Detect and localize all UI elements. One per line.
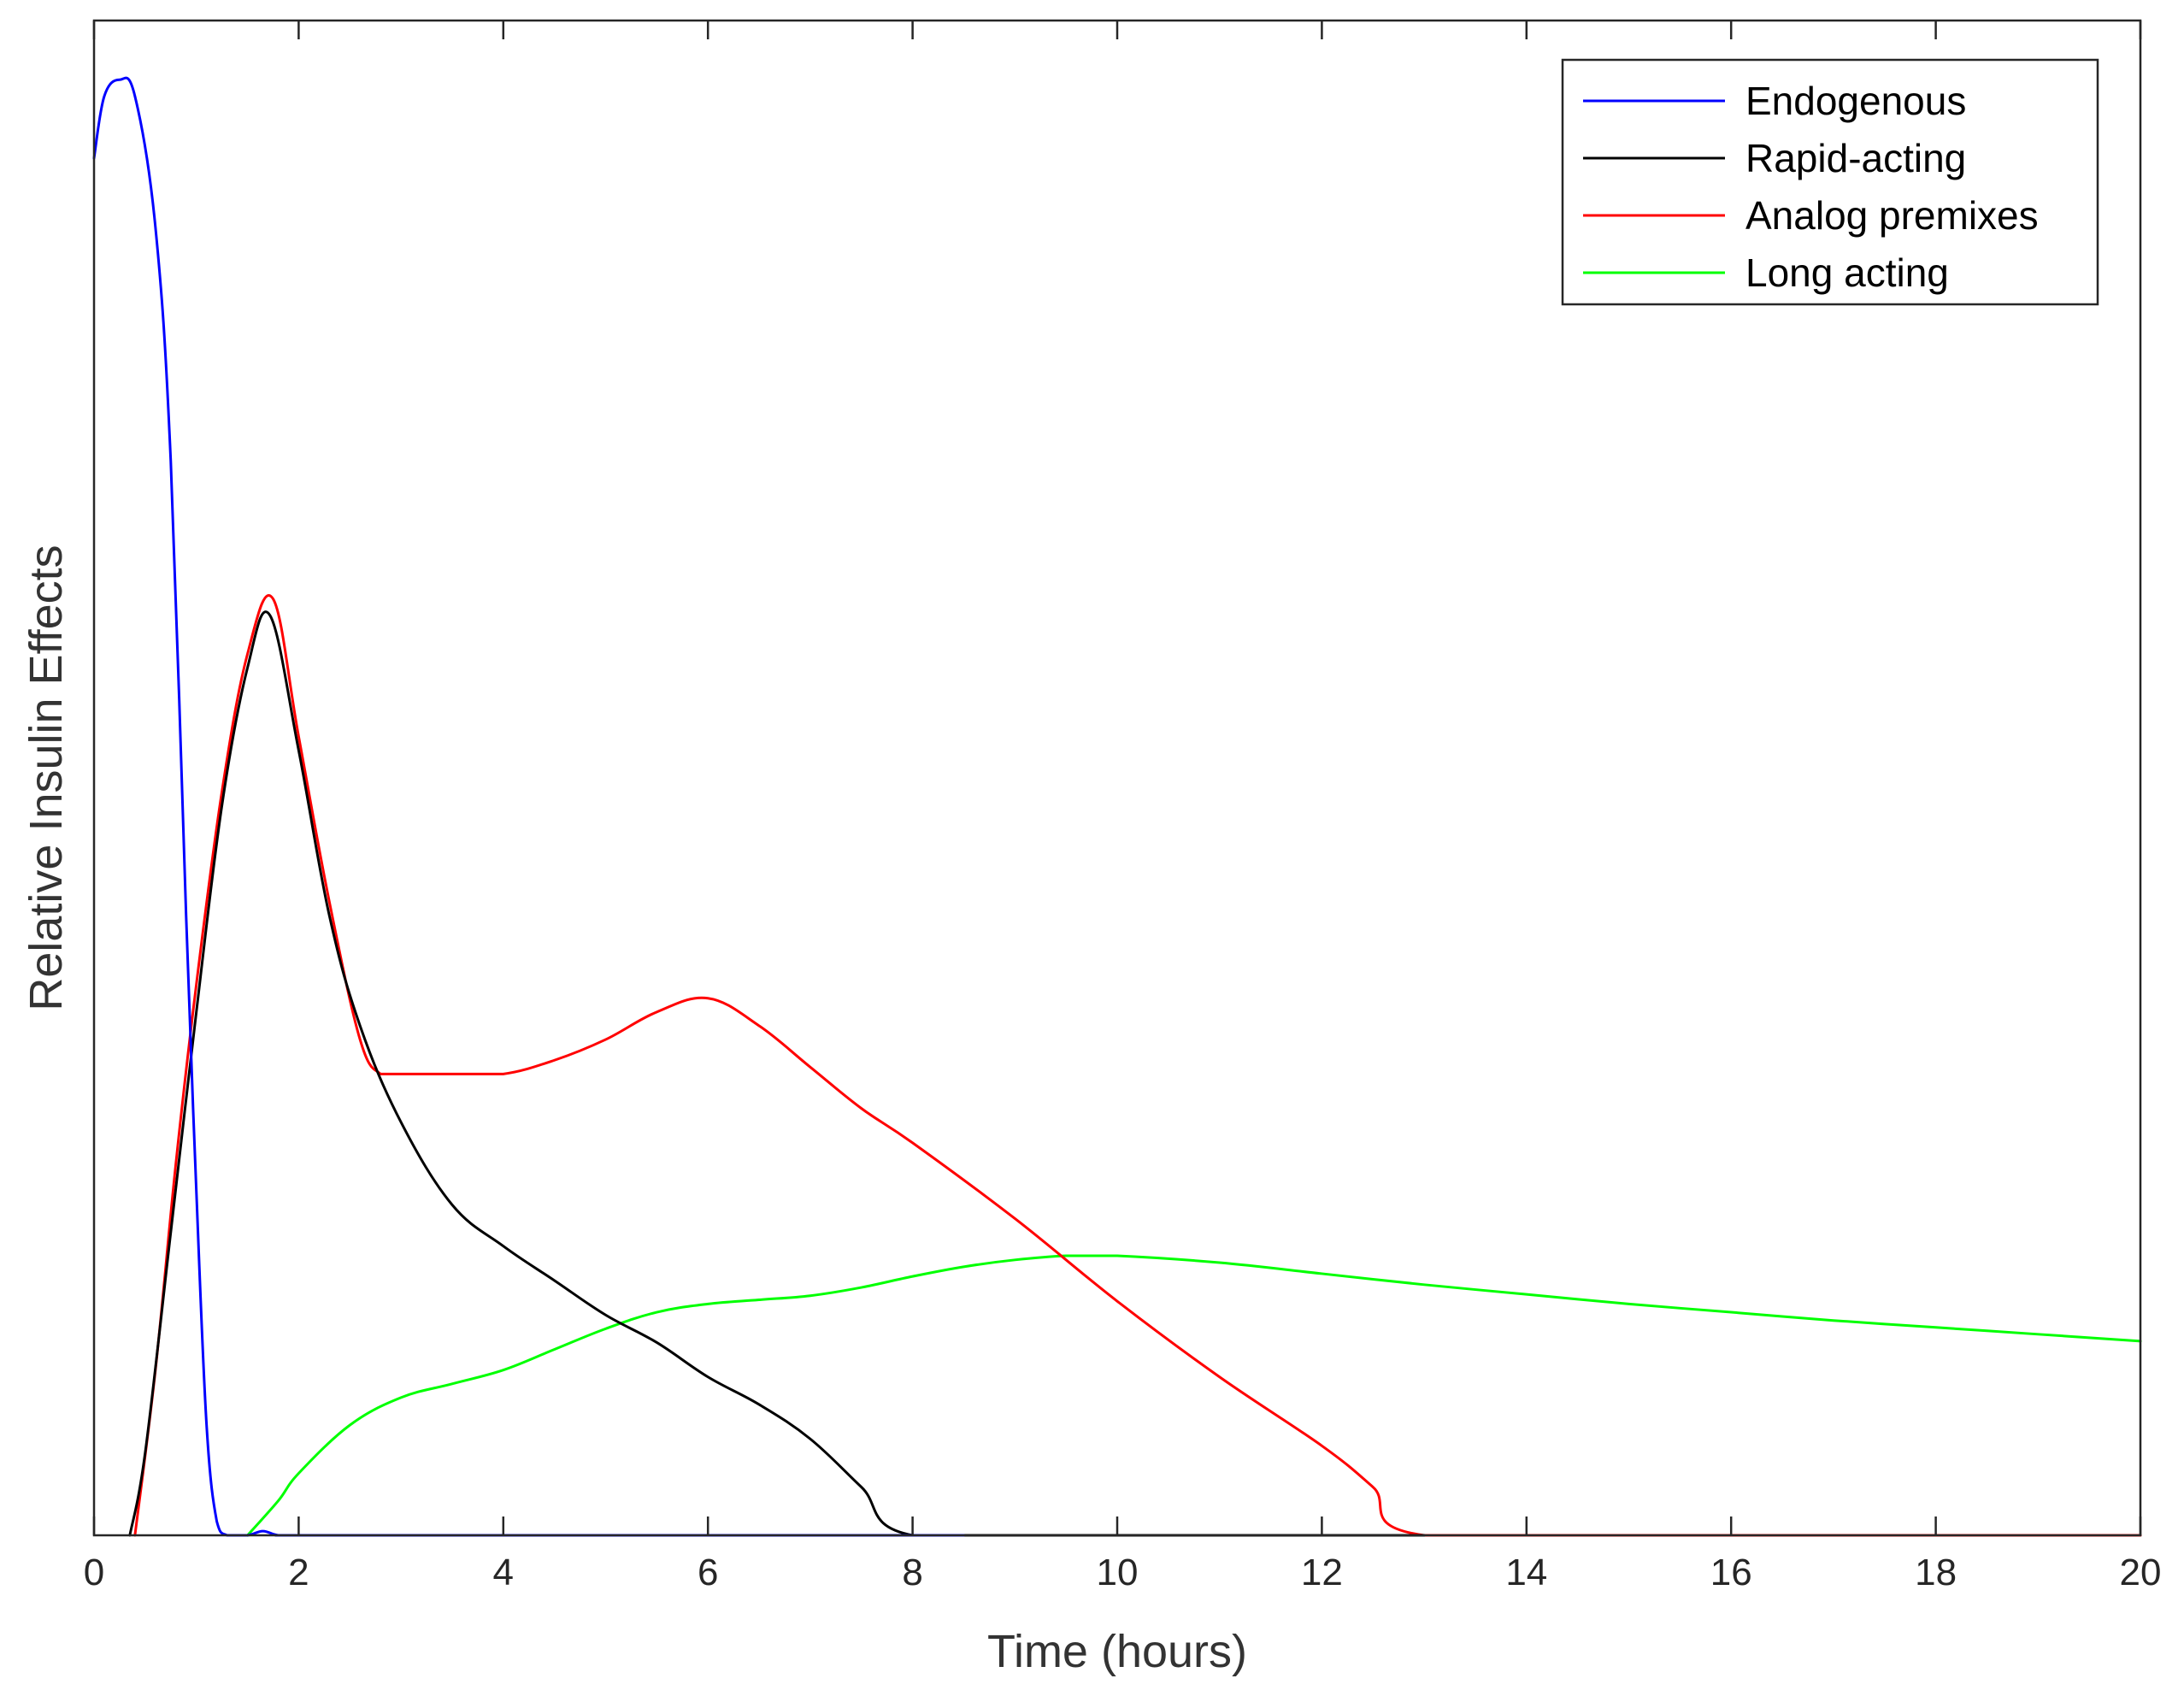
x-axis: 0 2 4 6 8 10 12 14 16 18 20	[84, 21, 2162, 1593]
legend-label: Long acting	[1745, 250, 1949, 295]
x-tick-label: 12	[1301, 1552, 1343, 1593]
x-tick-label: 0	[84, 1552, 104, 1593]
x-axis-title: Time (hours)	[987, 1626, 1247, 1677]
series-line-rapid-acting	[128, 610, 1426, 1537]
legend: Endogenous Rapid-acting Analog premixes Lon…	[1561, 58, 2099, 306]
x-tick-label: 4	[493, 1552, 514, 1593]
legend-label: Endogenous	[1745, 79, 1966, 123]
x-tick-label: 18	[1915, 1552, 1957, 1593]
series-layer	[92, 76, 2142, 1537]
legend-label: Analog premixes	[1745, 193, 2039, 238]
x-tick-label: 16	[1710, 1552, 1752, 1593]
x-tick-label: 6	[698, 1552, 718, 1593]
x-tick-label: 20	[2120, 1552, 2162, 1593]
series-line-long-acting	[246, 1254, 2142, 1537]
y-axis-title: Relative Insulin Effects	[21, 545, 72, 1010]
x-tick-label: 2	[288, 1552, 309, 1593]
x-tick-label: 10	[1097, 1552, 1139, 1593]
x-tick-label: 8	[902, 1552, 922, 1593]
x-tick-label: 14	[1505, 1552, 1547, 1593]
legend-label: Rapid-acting	[1745, 136, 1966, 180]
series-line-analog-premixes	[133, 594, 2142, 1537]
